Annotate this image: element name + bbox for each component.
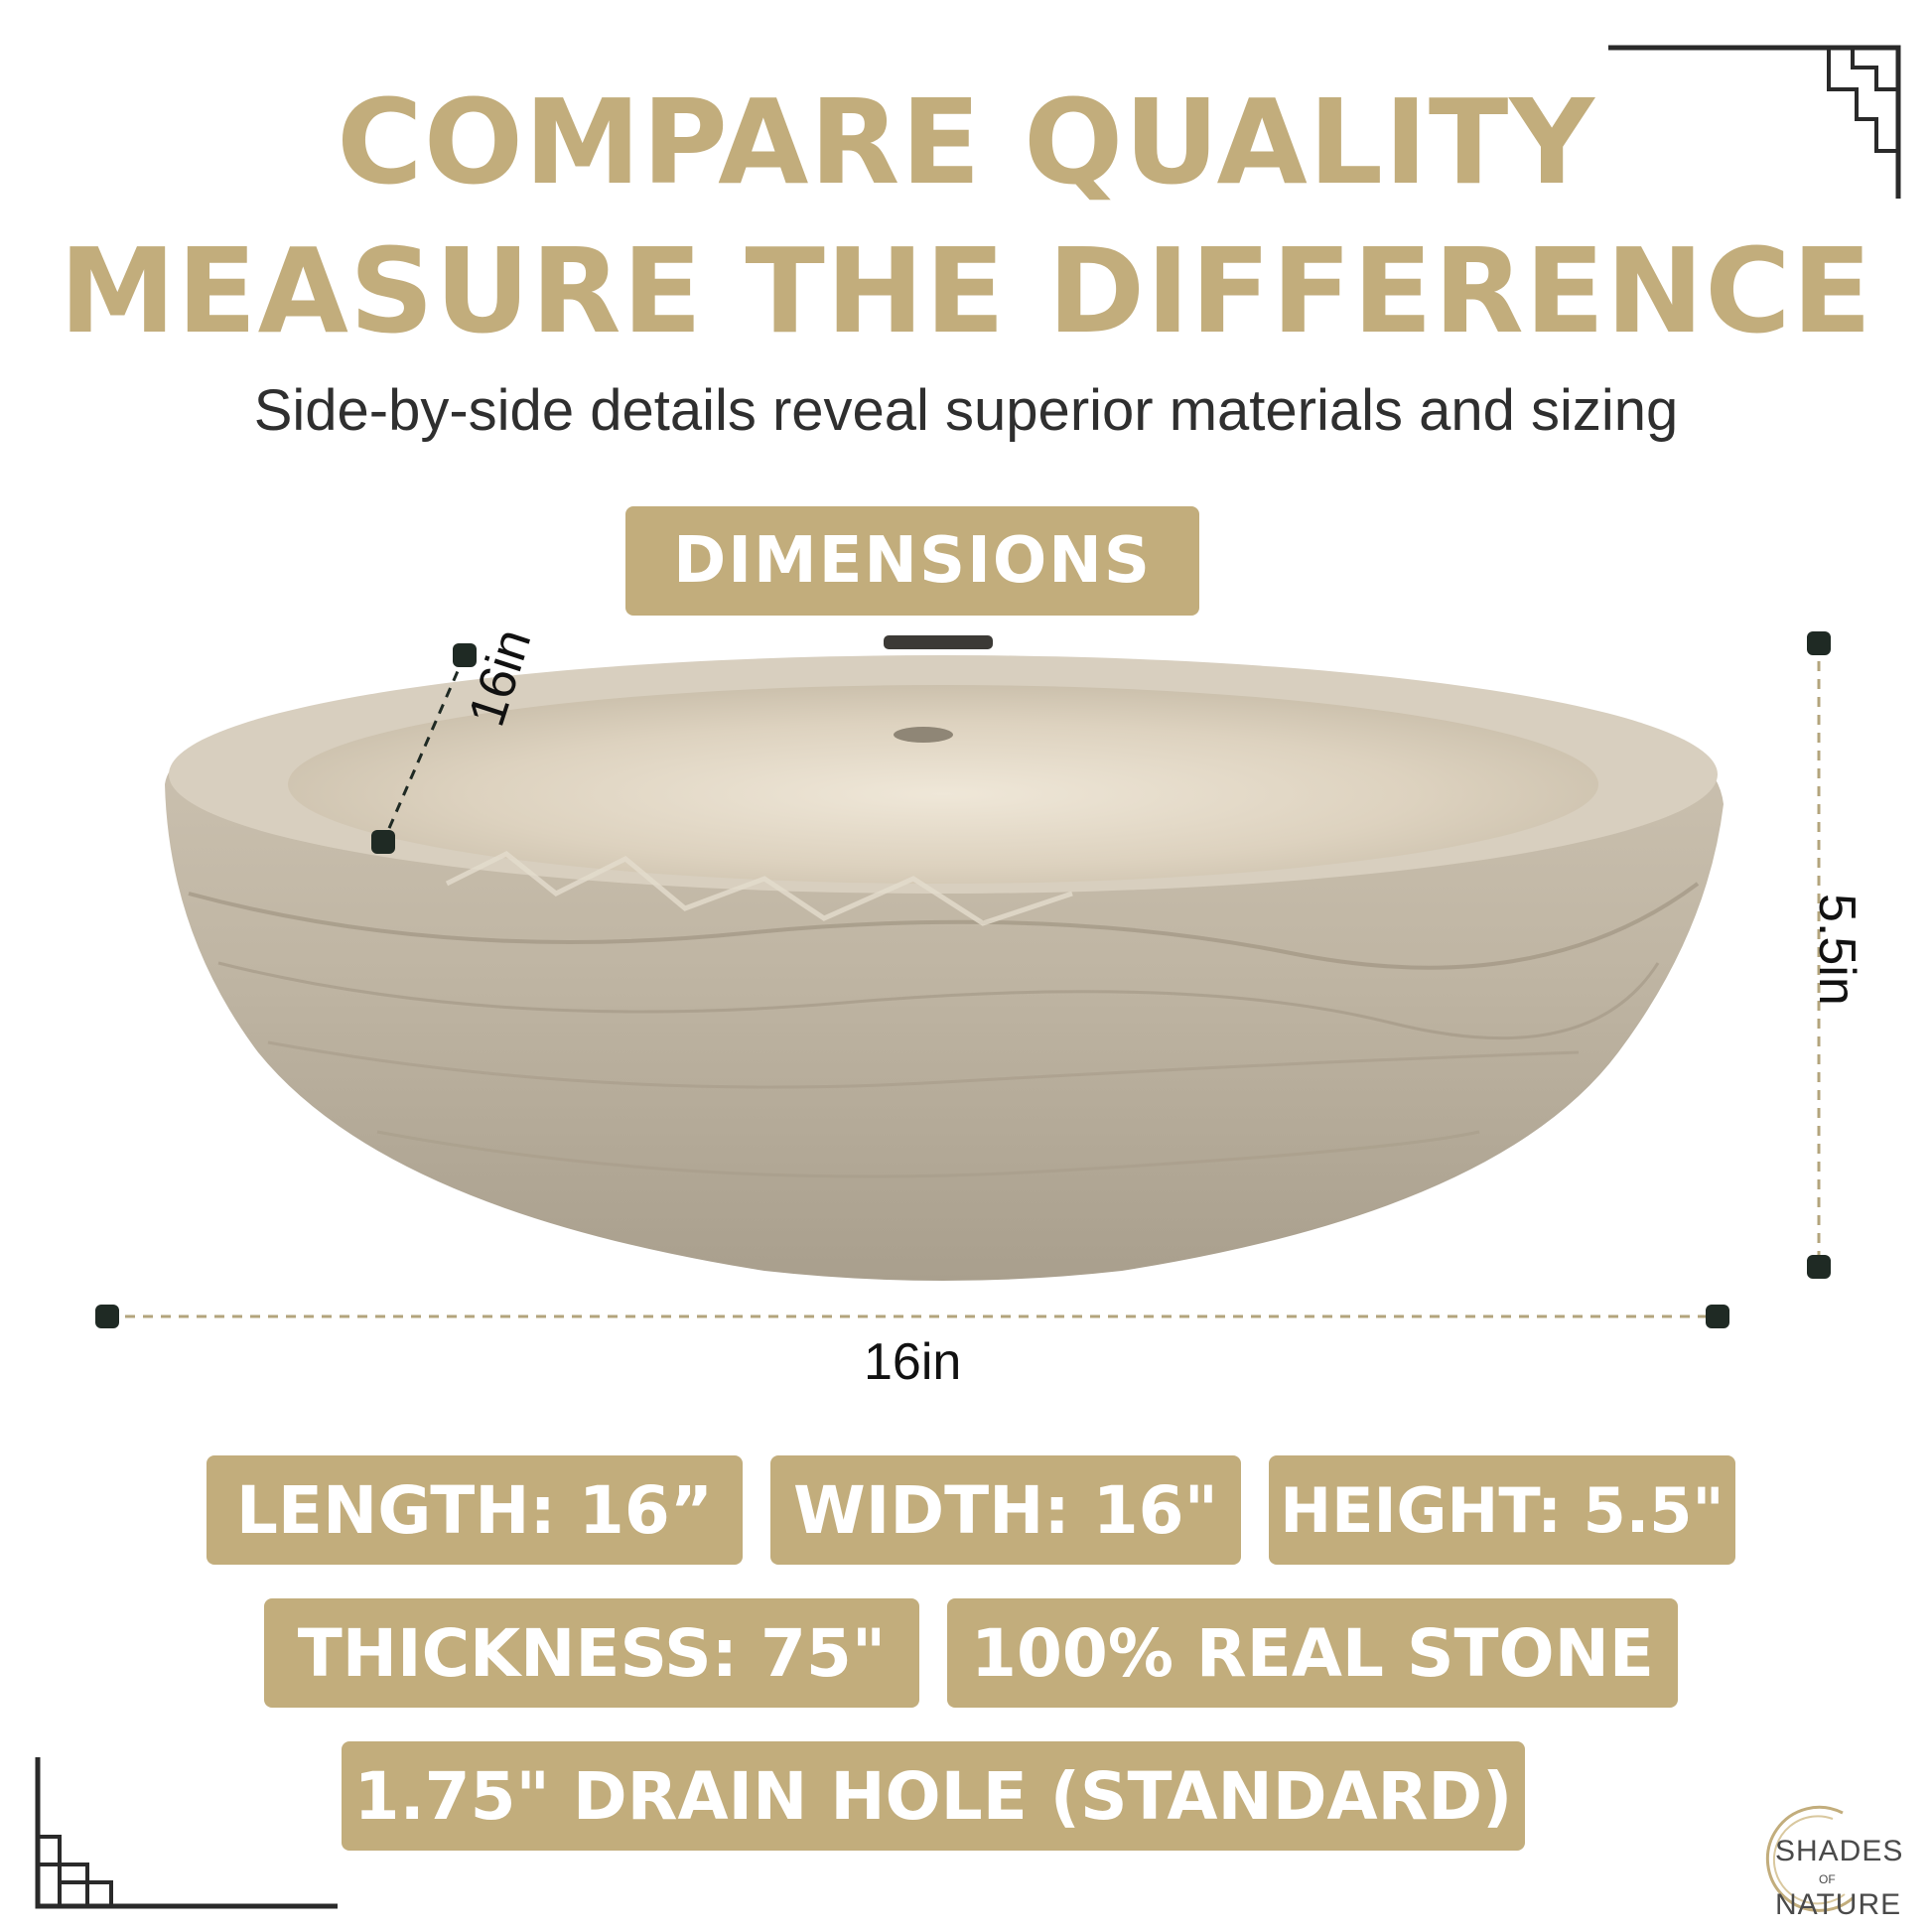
spec-length-badge: LENGTH: 16”	[207, 1455, 743, 1565]
corner-ornament-top-right	[1608, 45, 1901, 199]
logo-text-line-2: OF	[1819, 1872, 1836, 1886]
subtitle: Side-by-side details reveal superior mat…	[253, 378, 1679, 443]
spec-material-badge: 100% REAL STONE	[947, 1598, 1678, 1708]
spec-thickness-badge: THICKNESS: 75"	[264, 1598, 919, 1708]
logo-text-line-3: NATURE	[1775, 1888, 1902, 1921]
spec-drain-badge: 1.75" DRAIN HOLE (STANDARD)	[342, 1741, 1525, 1851]
height-measurement-label: 5.5in	[1808, 894, 1865, 1006]
headline-line-1: COMPARE QUALITY	[337, 73, 1595, 210]
brand-logo: SHADES OF NATURE	[1753, 1799, 1920, 1922]
logo-ring-icon	[1765, 1805, 1854, 1912]
spec-height-badge: HEIGHT: 5.5"	[1269, 1455, 1735, 1565]
headline-line-2: MEASURE THE DIFFERENCE	[59, 222, 1873, 359]
spec-width-badge: WIDTH: 16"	[770, 1455, 1241, 1565]
dimensions-badge: DIMENSIONS	[625, 506, 1199, 616]
stone-sink-image	[165, 635, 1724, 1281]
corner-ornament-bottom-left	[35, 1757, 338, 1909]
width-measurement-label: 16in	[864, 1333, 962, 1391]
logo-text-line-1: SHADES	[1775, 1835, 1904, 1867]
